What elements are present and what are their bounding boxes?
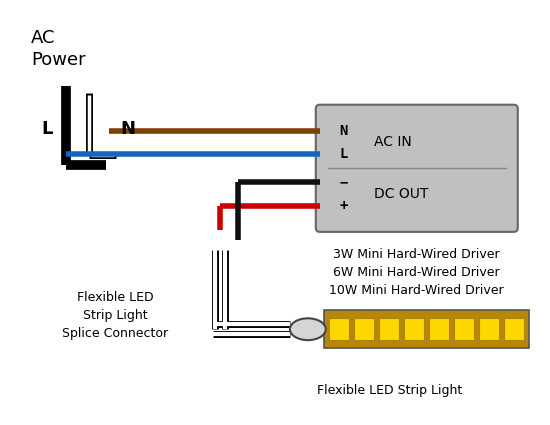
Text: AC: AC (31, 29, 56, 47)
Text: 3W Mini Hard-Wired Driver: 3W Mini Hard-Wired Driver (333, 248, 500, 261)
Text: Power: Power (31, 51, 86, 69)
Bar (429, 318, 449, 340)
Text: Flexible LED
Strip Light
Splice Connector: Flexible LED Strip Light Splice Connecto… (62, 291, 168, 340)
Text: +: + (340, 199, 348, 213)
Bar (324, 310, 529, 348)
Bar (329, 318, 349, 340)
Text: −: − (340, 175, 348, 189)
Text: N: N (121, 119, 136, 138)
Text: 6W Mini Hard-Wired Driver: 6W Mini Hard-Wired Driver (333, 266, 500, 279)
Text: L: L (41, 119, 53, 138)
Text: L: L (340, 147, 348, 162)
Text: DC OUT: DC OUT (375, 187, 429, 201)
FancyBboxPatch shape (316, 105, 518, 232)
Bar (404, 318, 424, 340)
Bar (504, 318, 524, 340)
Text: Flexible LED Strip Light: Flexible LED Strip Light (317, 384, 462, 397)
Text: AC IN: AC IN (375, 136, 412, 150)
Bar (478, 318, 499, 340)
Text: 10W Mini Hard-Wired Driver: 10W Mini Hard-Wired Driver (329, 283, 504, 297)
Bar (454, 318, 474, 340)
Bar (354, 318, 373, 340)
Text: N: N (340, 124, 348, 138)
Ellipse shape (290, 318, 326, 340)
Bar (379, 318, 399, 340)
